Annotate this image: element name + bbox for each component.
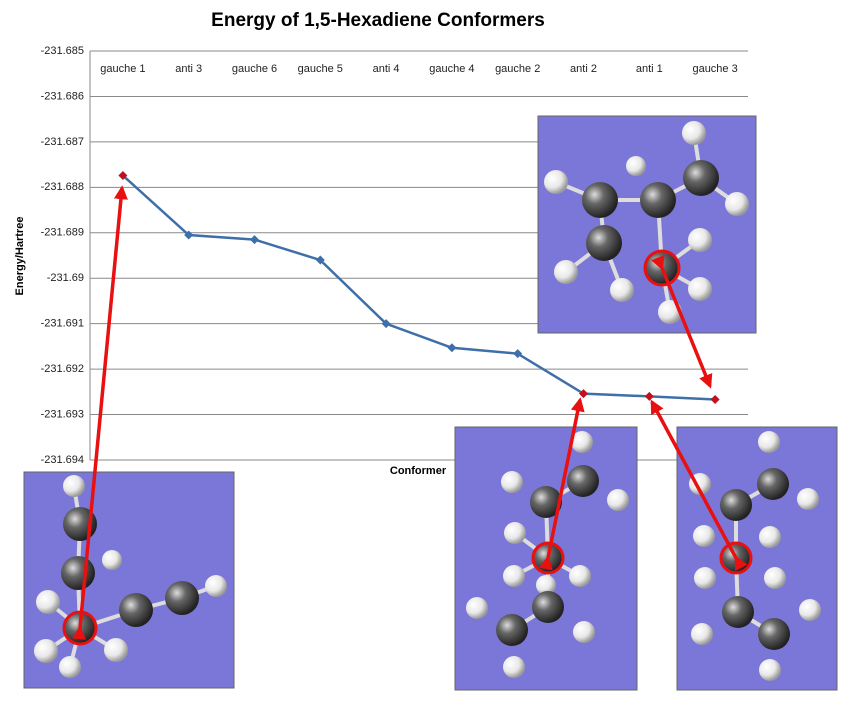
data-point (579, 389, 588, 399)
x-tick-label: gauche 5 (298, 63, 343, 75)
x-tick-label: anti 4 (373, 63, 400, 75)
molecule-inset (454, 426, 638, 691)
x-tick-label: anti 1 (636, 63, 663, 75)
data-point (381, 319, 391, 329)
y-tick-label: -231.686 (41, 90, 84, 102)
y-tick-label: -231.687 (41, 136, 84, 148)
x-tick-label: gauche 6 (232, 63, 277, 75)
y-tick-label: -231.693 (41, 408, 84, 420)
data-point (513, 349, 523, 359)
y-tick-label: -231.692 (41, 363, 84, 375)
chart-title: Energy of 1,5-Hexadiene Conformers (211, 10, 545, 31)
x-tick-label: gauche 1 (100, 63, 145, 75)
x-tick-label: anti 3 (175, 63, 202, 75)
data-point (184, 230, 194, 240)
molecule-inset (676, 426, 838, 691)
arrows (71, 185, 748, 640)
y-tick-label: -231.69 (47, 272, 84, 284)
x-tick-label: gauche 3 (692, 63, 737, 75)
y-tick-label: -231.694 (41, 454, 84, 466)
x-tick-label: gauche 2 (495, 63, 540, 75)
x-axis-label: Conformer (390, 465, 447, 477)
y-tick-label: -231.688 (41, 181, 84, 193)
y-tick-label: -231.691 (41, 318, 84, 330)
molecule-inset (537, 115, 757, 334)
data-point (118, 171, 128, 181)
x-tick-label: gauche 4 (429, 63, 474, 75)
line (122, 174, 716, 401)
data-point (250, 235, 259, 245)
y-axis-label: Energy/Hartree (14, 217, 26, 296)
x-tick-label: anti 2 (570, 63, 597, 75)
data-point (710, 395, 720, 405)
data-point (447, 343, 457, 353)
y-tick-label: -231.685 (41, 45, 84, 57)
data-point (644, 391, 654, 401)
y-tick-label: -231.689 (41, 227, 84, 239)
molecule-inset (23, 471, 235, 689)
data-point (315, 255, 325, 265)
